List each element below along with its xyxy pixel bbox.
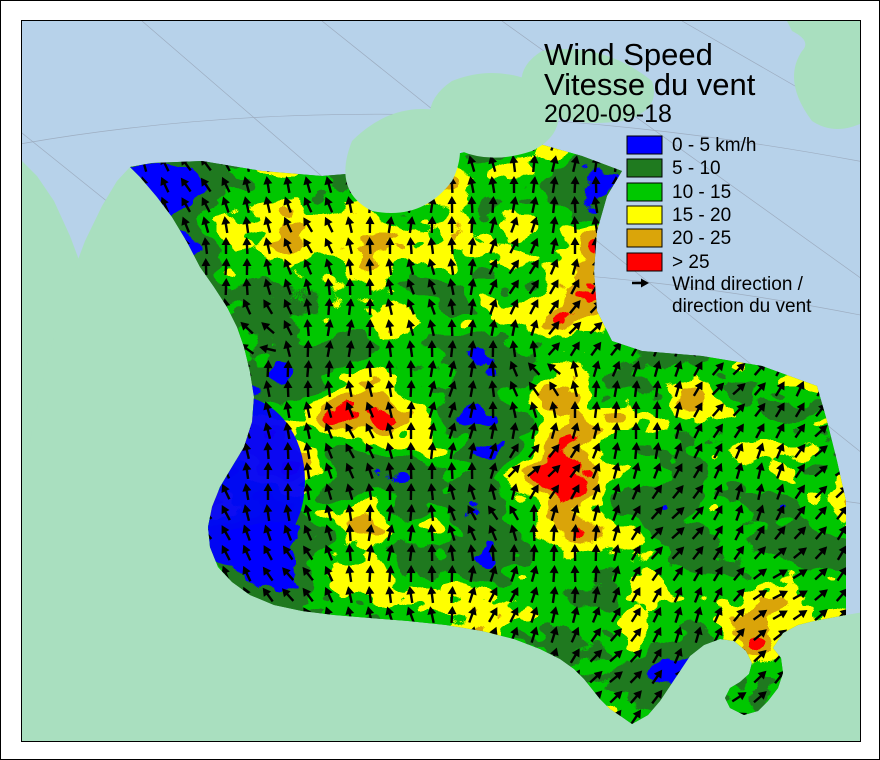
svg-text:5 - 10: 5 - 10 — [672, 158, 721, 179]
svg-text:10 - 15: 10 - 15 — [672, 182, 731, 203]
svg-text:Vitesse du vent: Vitesse du vent — [544, 67, 756, 102]
svg-text:15 - 20: 15 - 20 — [672, 205, 731, 226]
svg-text:Wind direction /: Wind direction / — [672, 274, 804, 295]
svg-text:direction du vent: direction du vent — [672, 296, 812, 317]
svg-text:2020-09-18: 2020-09-18 — [544, 100, 672, 128]
svg-text:20 - 25: 20 - 25 — [672, 228, 731, 249]
svg-text:> 25: > 25 — [672, 252, 710, 273]
svg-text:0 - 5 km/h: 0 - 5 km/h — [672, 135, 756, 156]
